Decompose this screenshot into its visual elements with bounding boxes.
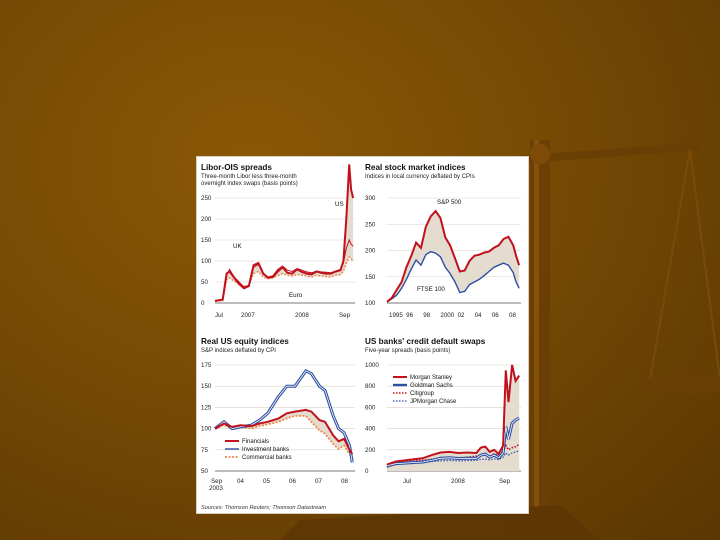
x-tick-label: 06 xyxy=(289,478,296,485)
x-tick-label: Jul xyxy=(403,478,411,485)
x-tick-label: Sep xyxy=(339,312,351,319)
y-tick-label: 50 xyxy=(201,468,208,475)
x-tick-label: 2000 xyxy=(440,312,454,319)
y-tick-label: 150 xyxy=(201,237,212,244)
chart-title: Real US equity indices xyxy=(201,337,289,346)
x-tick-label: Sep xyxy=(211,478,223,485)
y-tick-label: 300 xyxy=(365,195,376,202)
x-tick-label: Jul xyxy=(215,312,223,319)
y-tick-label: 175 xyxy=(201,362,212,369)
pan-string xyxy=(649,149,691,381)
legend-label: JPMorgan Chase xyxy=(410,399,457,405)
y-tick-label: 200 xyxy=(365,447,376,454)
chart-title: Real stock market indices xyxy=(365,163,466,172)
x-tick-label: 08 xyxy=(341,478,348,485)
series-area-fill xyxy=(215,409,353,459)
series-line-morgan-stanley xyxy=(386,364,521,466)
x-tick-label: 07 xyxy=(315,478,322,485)
x-tick-label: 2003 xyxy=(209,485,223,492)
chart-source: Sources: Thomson Reuters; Thomson Datast… xyxy=(201,505,326,511)
pan-string xyxy=(689,149,720,381)
y-tick-label: 200 xyxy=(365,248,376,255)
chart-title: Libor-OIS spreads xyxy=(201,163,272,172)
x-tick-label: 04 xyxy=(475,312,482,319)
series-line-us xyxy=(214,164,355,302)
chart-subtitle: overnight index swaps (basis points) xyxy=(201,181,298,187)
y-tick-label: 150 xyxy=(365,274,376,281)
y-tick-label: 150 xyxy=(201,383,212,390)
annotation-sp500: S&P 500 xyxy=(437,199,462,206)
series-area-fill xyxy=(387,211,520,302)
chart-2: Real stock market indices Indices in loca… xyxy=(365,163,521,319)
y-tick-label: 200 xyxy=(201,216,212,223)
y-tick-label: 0 xyxy=(201,300,205,307)
y-tick-label: 600 xyxy=(365,404,376,411)
chart-subtitle: Five-year spreads (basis points) xyxy=(365,348,450,354)
y-tick-label: 800 xyxy=(365,383,376,390)
annotation-ftse100: FTSE 100 xyxy=(417,286,445,293)
x-tick-label: 02 xyxy=(458,312,465,319)
x-tick-label: 1995 xyxy=(389,312,403,319)
x-tick-label: 96 xyxy=(406,312,413,319)
series-line-s-p-500 xyxy=(386,209,521,303)
y-tick-label: 400 xyxy=(365,426,376,433)
x-tick-label: 08 xyxy=(509,312,516,319)
scale-pole xyxy=(530,140,550,540)
chart-panel: Libor-OIS spreads Three-month Libor less … xyxy=(196,156,529,514)
series-area-fill xyxy=(215,164,354,302)
chart-title: US banks' credit default swaps xyxy=(365,337,486,346)
annotation-euro: Euro xyxy=(289,292,303,299)
x-tick-label: 05 xyxy=(263,478,270,485)
chart-subtitle: S&P indices deflated by CPI xyxy=(201,348,276,354)
scale-pivot xyxy=(530,144,550,164)
y-tick-label: 1000 xyxy=(365,362,379,369)
series-line-euro xyxy=(214,255,354,303)
y-tick-label: 250 xyxy=(201,195,212,202)
y-tick-label: 100 xyxy=(365,300,376,307)
y-tick-label: 100 xyxy=(201,258,212,265)
chart-subtitle: Three-month Libor less three-month xyxy=(201,174,297,180)
x-tick-label: 98 xyxy=(423,312,430,319)
scale-pole-highlight xyxy=(534,140,539,540)
charts-figure: Libor-OIS spreads Three-month Libor less … xyxy=(201,163,521,511)
scale-pan-right xyxy=(640,374,720,394)
chart-subtitle: Indices in local currency deflated by CP… xyxy=(365,174,475,180)
legend-label: Morgan Stanley xyxy=(410,375,452,381)
y-tick-label: 75 xyxy=(201,447,208,454)
series-line-financials xyxy=(214,408,354,455)
x-tick-label: 04 xyxy=(237,478,244,485)
chart-3: Real US equity indices S&P indices deflat… xyxy=(201,337,355,492)
y-tick-label: 125 xyxy=(201,404,212,411)
x-tick-label: 2008 xyxy=(451,478,465,485)
series-line-ftse-100 xyxy=(386,250,520,303)
legend-label: Commercial banks xyxy=(242,455,292,461)
annotation-us: US xyxy=(335,201,344,208)
x-tick-label: 2007 xyxy=(241,312,255,319)
legend-label: Goldman Sachs xyxy=(410,383,453,389)
y-tick-label: 0 xyxy=(365,468,369,475)
y-tick-label: 100 xyxy=(201,426,212,433)
y-tick-label: 50 xyxy=(201,279,208,286)
annotation-uk: UK xyxy=(233,243,242,250)
series-line-goldman-sachs xyxy=(386,416,520,468)
series-line-inner xyxy=(214,370,353,463)
y-tick-label: 250 xyxy=(365,221,376,228)
x-tick-label: Sep xyxy=(499,478,511,485)
legend-label: Citigroup xyxy=(410,391,435,397)
legend-label: Investment banks xyxy=(242,447,289,453)
series-line-jpmorgan-chase xyxy=(386,450,520,468)
x-tick-label: 2008 xyxy=(295,312,309,319)
chart-4: US banks' credit default swaps Five-year … xyxy=(365,337,521,485)
series-line-inner xyxy=(386,417,520,467)
x-tick-label: 06 xyxy=(492,312,499,319)
chart-1: Libor-OIS spreads Three-month Libor less … xyxy=(201,163,355,319)
series-line-commercial-banks xyxy=(214,415,354,459)
legend-label: Financials xyxy=(242,439,269,445)
